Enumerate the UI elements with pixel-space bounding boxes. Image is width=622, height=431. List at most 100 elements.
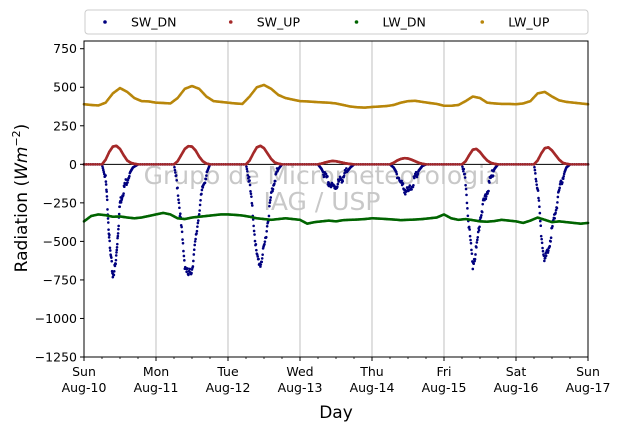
point-SW_DN-58-6 (416, 172, 420, 176)
point-SW_DN-80-6 (553, 216, 556, 220)
point-SW_DN-75-1 (533, 165, 536, 169)
point-SW_UP-48-5 (381, 163, 385, 166)
point-SW_UP-35-1 (282, 163, 286, 166)
point-SW_UP-60-6 (456, 163, 459, 166)
point-SW_DN-4-5 (110, 259, 114, 263)
ytick-label-3: −500 (43, 234, 77, 249)
point-SW_DN-58-4 (415, 175, 419, 179)
point-SW_DN-9-2 (122, 192, 125, 195)
series-LW_DN (82, 211, 590, 225)
xtick-day-6: Sat (506, 364, 527, 379)
point-SW_DN-75-4 (534, 177, 538, 181)
point-SW_DN-65-2 (468, 234, 472, 238)
point-SW_UP-36-0 (298, 163, 302, 166)
point-SW_UP-83-5 (579, 163, 583, 166)
point-SW_DN-5-3 (112, 273, 116, 277)
point-SW_DN-7-3 (117, 224, 120, 228)
point-SW_UP-35-0 (280, 163, 284, 166)
point-SW_DN-79-5 (549, 240, 552, 243)
point-SW_DN-77-3 (541, 246, 544, 250)
point-SW_UP-12-3 (161, 163, 165, 166)
point-SW_UP-60-0 (442, 163, 446, 166)
point-SW_DN-28-4 (250, 195, 253, 198)
point-SW_UP-83-0 (568, 163, 572, 166)
point-SW_DN-27-7 (247, 175, 251, 179)
point-SW_UP-36-1 (300, 163, 304, 166)
ytick-label-4: −250 (43, 195, 77, 210)
point-SW_DN-22-2 (198, 203, 202, 207)
point-SW_DN-16-4 (178, 206, 181, 210)
point-SW_UP-48-3 (377, 163, 381, 166)
point-SW_DN-30-1 (255, 253, 259, 256)
point-SW_DN-18-4 (185, 270, 188, 274)
point-SW_DN-15-5 (174, 174, 178, 177)
point-SW_DN-64-5 (466, 214, 470, 218)
point-SW_UP-60-7 (458, 163, 462, 166)
point-SW_DN-31-5 (261, 253, 264, 256)
point-SW_DN-6-3 (115, 251, 118, 254)
point-SW_UP-47-7 (368, 163, 372, 166)
data-series (82, 83, 590, 279)
point-SW_DN-65-1 (468, 228, 471, 231)
point-SW_DN-34-7 (273, 182, 276, 186)
point-SW_DN-75-5 (534, 179, 538, 183)
point-SW_UP-72-6 (528, 163, 531, 166)
point-SW_UP-12-7 (170, 163, 174, 166)
point-SW_DN-20-4 (192, 253, 196, 256)
point-SW_DN-83-1 (561, 177, 565, 181)
point-SW_DN-10-2 (125, 183, 128, 187)
point-SW_DN-77-0 (539, 234, 543, 238)
point-SW_DN-81-1 (554, 208, 558, 212)
point-SW_DN-64-1 (464, 187, 468, 191)
point-SW_DN-54-5 (401, 182, 405, 186)
point-SW_UP-72-0 (514, 163, 518, 166)
point-SW_DN-28-3 (249, 192, 253, 196)
point-SW_DN-55-2 (404, 192, 407, 196)
point-SW_DN-80-1 (551, 224, 554, 228)
point-SW_DN-68-5 (480, 210, 484, 214)
point-SW_DN-76-6 (539, 219, 542, 223)
point-SW_DN-15-3 (174, 171, 177, 174)
point-SW_DN-77-6 (542, 254, 546, 258)
point-SW_DN-24-0 (205, 174, 208, 177)
point-SW_DN-54-2 (400, 179, 404, 183)
point-SW_UP-0-4 (91, 163, 95, 166)
point-SW_DN-2-0 (104, 174, 107, 177)
point-SW_DN-19-7 (190, 271, 193, 275)
ytick-label-6: 250 (53, 118, 77, 133)
point-SW_DN-27-1 (245, 165, 248, 168)
point-SW_DN-3-1 (106, 217, 110, 220)
point-SW_DN-32-2 (263, 240, 267, 243)
point-SW_DN-52-6 (395, 170, 398, 174)
point-SW_UP-72-3 (521, 163, 525, 166)
legend-label-SW_UP: SW_UP (257, 15, 301, 30)
point-SW_UP-48-6 (384, 163, 387, 166)
point-SW_DN-1-4 (102, 170, 106, 174)
point-SW_DN-76-7 (539, 224, 543, 228)
legend-marker-LW_UP (480, 20, 485, 24)
point-SW_DN-22-1 (198, 209, 201, 212)
point-SW_UP-83-6 (582, 163, 585, 166)
point-SW_DN-65-0 (467, 225, 471, 229)
point-SW_UP-60-1 (444, 163, 448, 166)
point-SW_DN-77-7 (543, 259, 546, 263)
point-SW_DN-16-0 (176, 186, 179, 190)
point-SW_DN-66-2 (472, 262, 476, 266)
point-SW_UP-23-1 (210, 163, 214, 166)
point-SW_UP-72-1 (516, 163, 520, 166)
point-SW_UP-11-6 (150, 163, 153, 166)
point-SW_UP-48-0 (370, 163, 374, 166)
point-SW_DN-43-4 (332, 184, 336, 187)
point-SW_DN-76-3 (537, 199, 541, 202)
point-SW_DN-6-2 (114, 254, 118, 257)
point-SW_UP-24-3 (233, 163, 237, 166)
point-SW_DN-64-4 (466, 207, 469, 210)
point-SW_DN-57-0 (410, 188, 413, 191)
point-SW_UP-24-5 (237, 163, 241, 166)
point-SW_UP-60-4 (451, 163, 455, 166)
point-SW_UP-12-0 (154, 163, 158, 166)
point-SW_DN-20-7 (193, 240, 197, 243)
point-SW_DN-16-1 (176, 194, 180, 197)
point-SW_DN-16-6 (179, 212, 182, 216)
point-SW_DN-32-6 (265, 229, 269, 233)
